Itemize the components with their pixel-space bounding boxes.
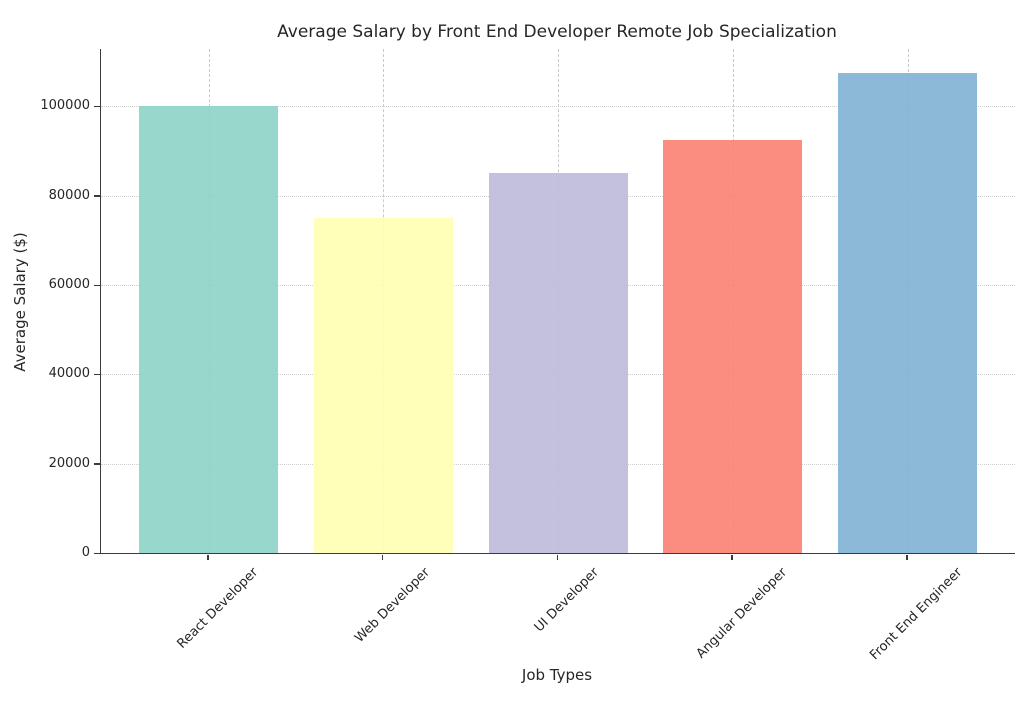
- bar-ui-developer: [488, 173, 628, 553]
- y-tick-label: 80000: [48, 187, 90, 203]
- y-tick-mark: [94, 552, 100, 554]
- x-tick-mark: [906, 554, 908, 560]
- y-tick-label: 60000: [48, 277, 90, 293]
- bar-front-end-engineer: [838, 73, 977, 553]
- bar-react-developer: [139, 106, 278, 553]
- y-tick-label: 40000: [48, 366, 90, 382]
- x-tick-label: Front End Engineer: [867, 565, 966, 664]
- chart-title: Average Salary by Front End Developer Re…: [277, 22, 837, 42]
- y-tick-mark: [94, 195, 100, 197]
- x-tick-mark: [381, 554, 384, 560]
- y-tick-mark: [94, 105, 100, 108]
- y-tick-mark: [94, 463, 100, 465]
- bar-web-developer: [313, 218, 453, 553]
- x-axis-label: Job Types: [521, 666, 593, 684]
- x-tick-label: Angular Developer: [693, 565, 791, 662]
- y-tick-mark: [94, 373, 100, 376]
- x-tick-label: React Developer: [174, 565, 261, 652]
- y-axis-label: Average Salary ($): [11, 232, 29, 372]
- x-tick-mark: [731, 554, 733, 560]
- plot-area: [100, 49, 1015, 554]
- horizontal-gridline: [101, 106, 1015, 108]
- y-tick-label: 20000: [48, 455, 90, 471]
- x-tick-label: Web Developer: [351, 565, 433, 646]
- y-tick-label: 100000: [40, 98, 90, 114]
- x-tick-mark: [556, 554, 558, 560]
- bar-angular-developer: [663, 139, 803, 553]
- y-tick-label: 0: [81, 545, 90, 560]
- x-tick-mark: [207, 554, 209, 560]
- y-tick-mark: [94, 284, 100, 287]
- x-tick-label: UI Developer: [531, 565, 602, 636]
